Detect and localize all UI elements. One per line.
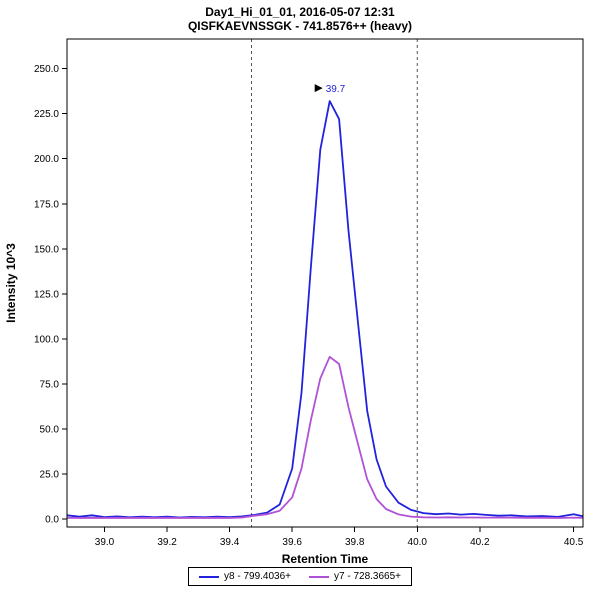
peak-pointer-icon: [314, 84, 323, 93]
chart-header: Day1_Hi_01_01, 2016-05-07 12:31 QISFKAEV…: [0, 0, 600, 33]
y-tick-label: 225.0: [34, 109, 59, 120]
x-tick-label: 39.6: [282, 537, 302, 548]
x-tick-label: 39.8: [345, 537, 365, 548]
y-tick-label: 50.0: [40, 424, 60, 435]
y-tick-label: 250.0: [34, 64, 59, 75]
y-tick-label: 25.0: [40, 469, 60, 480]
chromatogram-plot[interactable]: 0.0 25.0 50.0 75.0 100.0 125.0 150.0 175.0 200.0…: [0, 33, 600, 565]
x-tick-label: 39.4: [220, 537, 240, 548]
legend: y8 - 799.4036+ y7 - 728.3665+: [0, 567, 600, 586]
plot-border: [66, 38, 584, 528]
y-tick-label: 100.0: [34, 334, 59, 345]
x-tick-label: 39.2: [157, 537, 177, 548]
y-tick-label: 0.0: [45, 514, 59, 525]
x-axis-label: Retention Time: [282, 552, 369, 565]
x-tick-label: 40.5: [564, 537, 584, 548]
y-tick-label: 175.0: [34, 199, 59, 210]
legend-line-swatch: [199, 575, 219, 578]
x-tick-label: 40.0: [408, 537, 428, 548]
chart-title: Day1_Hi_01_01, 2016-05-07 12:31: [205, 5, 395, 19]
legend-box: y8 - 799.4036+ y7 - 728.3665+: [188, 567, 412, 586]
y-tick-label: 150.0: [34, 244, 59, 255]
x-tick-label: 39.0: [95, 537, 115, 548]
peak-rt-annotation[interactable]: 39.7: [326, 84, 346, 95]
y-tick-label: 125.0: [34, 289, 59, 300]
legend-series-label: y7 - 728.3665+: [334, 571, 401, 582]
y-axis-label: Intensity 10^3: [4, 243, 18, 323]
plot-area[interactable]: [67, 39, 583, 527]
legend-series-label: y8 - 799.4036+: [224, 571, 291, 582]
y-tick-label: 75.0: [40, 379, 60, 390]
legend-item-y8: y8 - 799.4036+: [199, 571, 291, 582]
legend-item-y7: y7 - 728.3665+: [309, 571, 401, 582]
y-tick-label: 200.0: [34, 154, 59, 165]
x-tick-label: 40.2: [470, 537, 490, 548]
legend-line-swatch: [309, 575, 329, 578]
series-line-y7: [66, 355, 584, 519]
chart-subtitle: QISFKAEVNSSGK - 741.8576++ (heavy): [187, 19, 413, 33]
